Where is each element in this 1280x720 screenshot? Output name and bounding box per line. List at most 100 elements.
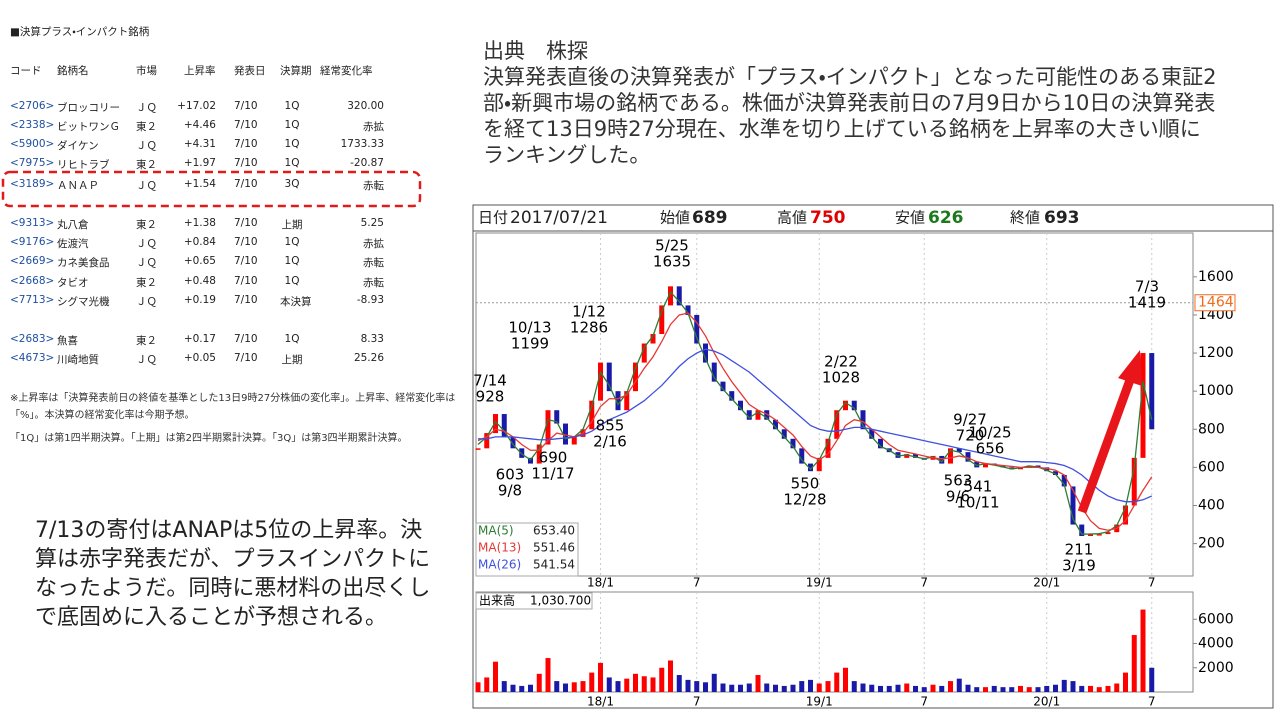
volume-bar	[886, 685, 892, 692]
volume-bar	[1131, 635, 1137, 692]
table-cell: 7/10	[234, 100, 258, 112]
annotation-date: 2/16	[593, 433, 627, 451]
candle	[746, 410, 752, 420]
volume-bar	[1018, 685, 1023, 692]
table-cell: 東２	[136, 159, 157, 171]
x-tick-label: 7	[920, 576, 928, 590]
table-cell: 1Q	[284, 255, 300, 267]
volume-bar	[851, 681, 857, 692]
volume-bar	[624, 678, 630, 692]
candle	[816, 457, 822, 472]
candle	[1088, 534, 1093, 536]
header-open: 689	[692, 208, 728, 228]
stock-code: <2683>	[10, 333, 55, 345]
candle	[615, 391, 621, 411]
table-cell: 7/10	[234, 119, 258, 131]
candle	[729, 391, 735, 401]
annotation-value: 1028	[822, 369, 860, 387]
volume-bar	[668, 660, 673, 692]
annotation-value: 603	[496, 466, 525, 484]
candle	[1096, 534, 1102, 536]
volume-bar	[1044, 685, 1050, 692]
moving-average	[477, 312, 1153, 531]
volume-bar	[930, 684, 936, 692]
table-cell: カネ美食品	[57, 257, 110, 269]
table-cell: 7/10	[234, 138, 258, 150]
candle	[1131, 457, 1137, 506]
y-tick-label: 6000	[1198, 611, 1234, 627]
y-tick-label: 4000	[1198, 636, 1234, 652]
table-cell: 1Q	[284, 275, 300, 287]
header-close: 693	[1044, 208, 1080, 228]
volume-bar	[536, 673, 542, 692]
annotation-value: 928	[476, 388, 505, 406]
annotation-date: 3/19	[1062, 557, 1096, 575]
candle	[781, 429, 787, 439]
header-high: 750	[810, 208, 846, 228]
table-cell: 赤転	[363, 180, 384, 192]
header-low: 626	[928, 208, 964, 228]
volume-bar	[1070, 681, 1076, 692]
stock-code: <4673>	[10, 352, 55, 364]
table-header: 発表日	[234, 65, 266, 77]
volume-bar	[974, 687, 980, 692]
volume-bar	[1009, 687, 1015, 692]
note: ※上昇率は「決算発表前日の終値を基準とした13日9時27分株価の変化率」。上昇率…	[10, 393, 456, 421]
annotation-value: 541	[964, 478, 993, 496]
annotation-date: 10/25	[968, 424, 1011, 442]
volume-bar	[598, 662, 603, 692]
volume-bar	[1000, 687, 1006, 692]
legend-value: 653.40	[533, 524, 575, 538]
volume-bar	[834, 672, 840, 692]
candle	[475, 448, 481, 450]
table-cell: 320.00	[347, 100, 384, 112]
x-tick-label: 20/1	[1033, 576, 1060, 590]
volume-bar	[615, 681, 621, 692]
candle	[554, 410, 560, 424]
candle	[808, 463, 813, 472]
annotation-date: 7/3	[1135, 278, 1159, 296]
table-header: 銘柄名	[57, 65, 89, 77]
arrow-shaft	[1077, 378, 1135, 514]
annotation-value: 1635	[653, 253, 691, 271]
table-cell: +0.05	[183, 352, 216, 364]
volume-bar	[1035, 687, 1041, 692]
candle	[633, 362, 638, 392]
volume-bar	[676, 675, 682, 692]
volume-bar	[878, 685, 883, 692]
annotation-date: 2/22	[824, 353, 858, 371]
volume-bar	[510, 684, 516, 692]
annotation-value: 1286	[570, 319, 608, 337]
table-cell: ダイケン	[57, 140, 99, 152]
table-cell: ＡＮＡＰ	[57, 180, 99, 192]
candle	[571, 436, 577, 445]
annotation-date: 10/13	[508, 319, 551, 337]
volume-bar	[781, 685, 787, 692]
table-cell: 5.25	[360, 217, 384, 229]
volume-bar	[1140, 609, 1146, 692]
candle	[484, 433, 490, 449]
table-cell: 上期	[281, 219, 303, 231]
candle	[1140, 353, 1146, 458]
y-tick-label: 800	[1198, 421, 1225, 437]
table-cell: 1Q	[284, 119, 300, 131]
volume-bar	[913, 685, 918, 692]
table-header: 市場	[136, 65, 157, 77]
table-cell: 7/10	[234, 255, 258, 267]
table-cell: ＪＱ	[136, 180, 157, 192]
table-cell: 赤拡	[363, 238, 384, 250]
source-text: 決算発表直後の決算発表が「プラス・インパクト」となった可能性のある東証2部・新興…	[483, 65, 1217, 167]
volume-bar	[816, 683, 822, 692]
volume-bar	[1053, 684, 1058, 692]
volume-latest: 1,030.700	[530, 594, 591, 608]
volume-bar	[965, 684, 971, 692]
volume-bar	[904, 683, 910, 692]
volume-bar	[606, 677, 612, 692]
table-cell: 1Q	[284, 138, 300, 150]
volume-bar	[808, 679, 813, 692]
candle	[1070, 486, 1076, 525]
candle	[685, 305, 691, 315]
table-header: コード	[10, 65, 42, 77]
